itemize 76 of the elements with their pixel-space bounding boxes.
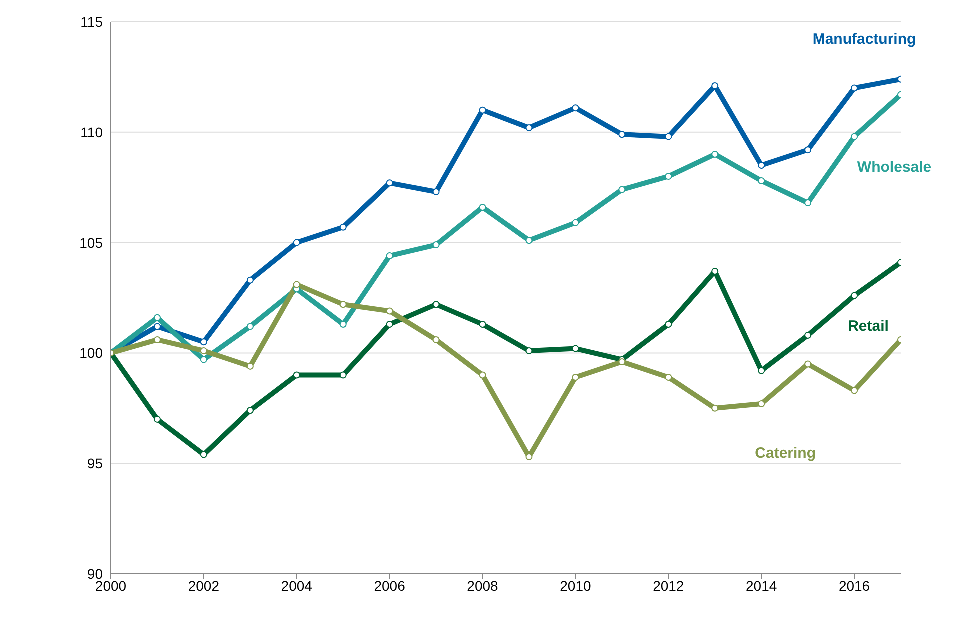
point xyxy=(618,358,626,366)
x-tick-label: 2002 xyxy=(188,578,220,594)
x-tick-label: 2012 xyxy=(653,578,684,594)
x-tick-label: 2014 xyxy=(746,578,778,594)
point xyxy=(712,404,719,412)
point xyxy=(665,173,672,180)
point xyxy=(758,367,766,374)
point xyxy=(293,281,300,288)
point xyxy=(851,387,858,394)
point xyxy=(386,180,394,187)
point xyxy=(386,308,394,315)
point xyxy=(340,372,347,379)
y-tick-label: 105 xyxy=(80,234,104,251)
point xyxy=(572,104,580,112)
x-tick-label: 2006 xyxy=(374,578,406,594)
point xyxy=(293,372,300,379)
point xyxy=(758,162,766,170)
point xyxy=(851,84,858,92)
y-tick-label: 115 xyxy=(80,14,104,30)
point xyxy=(246,362,254,370)
point xyxy=(479,372,486,379)
point xyxy=(340,301,347,308)
point xyxy=(200,356,208,364)
point xyxy=(432,242,440,249)
point xyxy=(154,323,161,330)
point xyxy=(154,314,161,322)
point xyxy=(479,320,486,328)
point xyxy=(479,204,486,211)
point xyxy=(618,186,626,194)
point xyxy=(758,177,766,184)
x-tick-label: 2016 xyxy=(838,578,870,594)
point xyxy=(804,146,812,154)
point xyxy=(340,224,347,231)
point xyxy=(200,347,208,354)
point xyxy=(246,323,254,330)
point xyxy=(851,292,858,300)
point xyxy=(804,200,812,207)
x-tick-label: 2004 xyxy=(281,578,313,594)
point xyxy=(154,416,161,423)
y-tick-label: 110 xyxy=(80,124,104,140)
point xyxy=(293,239,300,246)
point xyxy=(665,320,672,328)
point xyxy=(572,374,580,381)
text: Manufacturing xyxy=(812,31,916,48)
point xyxy=(526,124,533,132)
x-tick-label: 2008 xyxy=(467,578,499,594)
point xyxy=(665,133,672,140)
point xyxy=(804,360,812,368)
point xyxy=(758,400,766,408)
point xyxy=(154,336,161,344)
point xyxy=(200,451,208,458)
point xyxy=(526,237,533,244)
point xyxy=(432,188,440,196)
point xyxy=(572,345,580,352)
point xyxy=(479,106,486,114)
point xyxy=(246,407,254,414)
point xyxy=(386,320,394,328)
point xyxy=(200,338,208,346)
point xyxy=(804,332,812,340)
point xyxy=(432,336,440,344)
point xyxy=(386,252,394,260)
series-label: Retail xyxy=(848,318,889,335)
point xyxy=(712,150,719,158)
y-tick-label: 90 xyxy=(87,566,104,582)
point xyxy=(246,276,254,284)
y-tick-label: 95 xyxy=(87,456,104,472)
x-tick-label: 2010 xyxy=(560,578,592,594)
point xyxy=(665,374,672,381)
point xyxy=(526,347,533,354)
point xyxy=(618,131,626,138)
point xyxy=(851,133,858,140)
series-label: Wholesale xyxy=(857,158,932,176)
point xyxy=(572,219,580,226)
text: Catering xyxy=(755,444,816,462)
point xyxy=(432,301,440,308)
y-tick-label: 100 xyxy=(80,345,104,362)
